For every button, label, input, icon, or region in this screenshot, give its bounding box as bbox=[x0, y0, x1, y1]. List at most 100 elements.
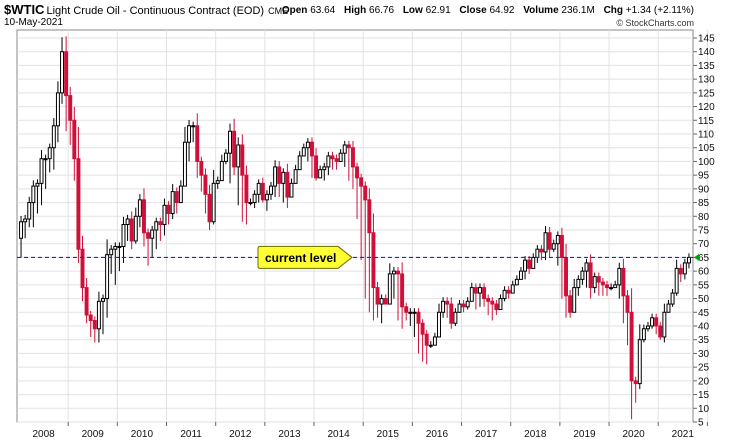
candle-body bbox=[674, 267, 679, 294]
candle bbox=[518, 267, 523, 280]
candle bbox=[31, 180, 36, 228]
candle-body bbox=[55, 92, 60, 127]
candle bbox=[453, 308, 458, 326]
candle-body bbox=[232, 130, 237, 168]
candle-body bbox=[494, 303, 499, 311]
candle-body bbox=[47, 147, 52, 160]
candle-body bbox=[39, 158, 44, 184]
candle-body bbox=[60, 51, 64, 94]
candle-body bbox=[613, 284, 618, 289]
candle-body bbox=[195, 125, 200, 162]
candle-body bbox=[350, 147, 355, 168]
y-tick-label: 25 bbox=[698, 363, 710, 374]
y-tick-label: 35 bbox=[698, 335, 710, 346]
candle-body bbox=[568, 295, 573, 313]
annotations: current level bbox=[17, 245, 693, 269]
candle-body bbox=[273, 166, 278, 187]
candle bbox=[654, 313, 659, 335]
candle bbox=[625, 290, 630, 346]
candle-body bbox=[277, 166, 282, 184]
candle bbox=[412, 308, 417, 337]
candle-body bbox=[633, 380, 638, 385]
candle-body bbox=[592, 276, 597, 289]
candle-body bbox=[600, 281, 605, 286]
candle-body bbox=[330, 155, 335, 160]
candle bbox=[318, 165, 323, 179]
candle-body bbox=[203, 174, 208, 195]
candle-body bbox=[64, 51, 69, 97]
candle bbox=[506, 286, 511, 299]
candle-body bbox=[211, 182, 216, 223]
candle-body bbox=[449, 303, 454, 324]
candle bbox=[76, 127, 81, 263]
candle bbox=[502, 286, 507, 302]
candle-body bbox=[80, 248, 85, 289]
y-tick-label: 140 bbox=[698, 47, 715, 58]
candle bbox=[191, 121, 196, 143]
y-tick-label: 60 bbox=[698, 267, 710, 278]
candle-body bbox=[359, 177, 364, 187]
candle bbox=[539, 245, 544, 261]
candle bbox=[605, 280, 609, 296]
candle-body bbox=[662, 311, 667, 338]
candle-body bbox=[260, 182, 265, 201]
candle bbox=[391, 267, 396, 299]
candle bbox=[92, 316, 97, 343]
candle bbox=[437, 303, 441, 338]
candle-body bbox=[297, 155, 302, 171]
candle bbox=[51, 118, 56, 170]
candle-body bbox=[236, 144, 241, 168]
candle-body bbox=[596, 276, 601, 283]
candle-body bbox=[338, 152, 343, 162]
candle bbox=[355, 162, 360, 220]
candle bbox=[244, 165, 249, 225]
candle-body bbox=[424, 333, 429, 346]
candle-body bbox=[129, 218, 134, 242]
candle bbox=[543, 226, 548, 261]
y-tick-label: 70 bbox=[698, 239, 710, 250]
y-tick-label: 100 bbox=[698, 157, 715, 168]
candle bbox=[109, 245, 114, 274]
candle bbox=[121, 216, 126, 263]
candle-body bbox=[482, 287, 487, 300]
candle-body bbox=[223, 152, 228, 162]
candle bbox=[559, 227, 564, 299]
x-tick-label: 2010 bbox=[131, 429, 154, 440]
candle-body bbox=[68, 95, 73, 121]
candle bbox=[178, 180, 183, 204]
candle-body bbox=[514, 278, 519, 286]
close-label: Close bbox=[459, 5, 487, 16]
y-tick-label: 40 bbox=[698, 322, 710, 333]
candle bbox=[580, 267, 585, 285]
candle bbox=[64, 36, 69, 132]
candle bbox=[182, 126, 187, 187]
candle bbox=[650, 313, 655, 329]
candle-body bbox=[43, 158, 48, 161]
candle bbox=[633, 376, 638, 403]
candle bbox=[674, 259, 679, 296]
candle-body bbox=[23, 218, 28, 223]
candle bbox=[342, 140, 347, 167]
y-tick-label: 125 bbox=[698, 88, 715, 99]
candle-body bbox=[420, 322, 425, 335]
candle-body bbox=[174, 191, 179, 204]
candle bbox=[334, 154, 339, 170]
candle-body bbox=[547, 232, 552, 250]
candle bbox=[428, 341, 433, 348]
candle-body bbox=[518, 270, 523, 280]
candle bbox=[166, 201, 171, 225]
candle bbox=[596, 272, 601, 296]
candle bbox=[264, 190, 269, 211]
candle-body bbox=[133, 215, 138, 242]
candle bbox=[310, 137, 314, 178]
y-tick-label: 15 bbox=[698, 390, 710, 401]
candle-body bbox=[256, 182, 261, 195]
candle-body bbox=[269, 185, 273, 195]
candle-body bbox=[527, 259, 532, 269]
candle bbox=[293, 164, 298, 184]
candle-body bbox=[228, 130, 232, 154]
candle-body bbox=[154, 221, 159, 231]
candle bbox=[346, 140, 351, 181]
candle-body bbox=[199, 160, 204, 176]
candle-body bbox=[375, 287, 380, 305]
